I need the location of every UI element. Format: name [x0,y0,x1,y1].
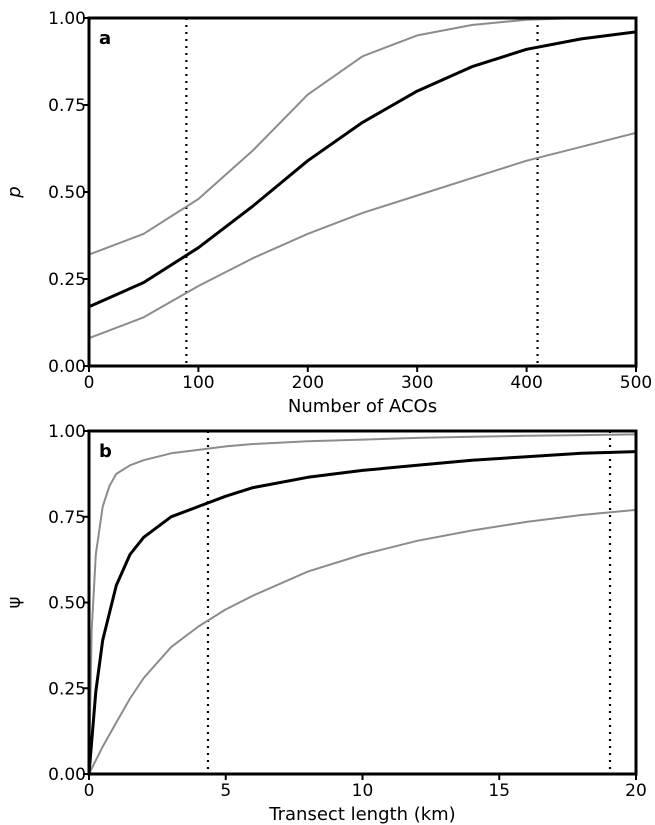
panel-a-series-upper [88,17,636,256]
panel-b-series-estimate [87,450,637,775]
panel-b-frame [87,429,638,776]
panel-a-x-tick-label: 300 [401,373,433,393]
panel-a-x-tick-label: 400 [510,373,542,393]
panel-b: b 0 5 10 15 20 0.00 0.25 0.50 0.75 1.00 Transect … [4,422,647,825]
panel-a-y-tick-label: 0.50 [48,183,86,203]
panel-a-frame [87,16,638,368]
panel-a-y-tick-label: 0.00 [48,357,86,377]
panel-a-ticks: 0 100 200 300 400 500 0.00 0.25 0.50 0.75 1.00 [48,9,652,393]
panel-b-y-tick-label: 0.25 [48,679,86,699]
panel-a-x-tick-label: 0 [84,373,95,393]
panel-a-y-axis-label: p [4,186,25,198]
panel-a-x-tick-label: 100 [182,373,214,393]
panel-b-ticks: 0 5 10 15 20 0.00 0.25 0.50 0.75 1.00 [48,422,647,801]
panel-b-x-axis-label: Transect length (km) [268,804,455,825]
panel-b-x-tick-label: 5 [220,781,231,801]
panel-b-marks [87,431,637,775]
panel-a: a 0 100 200 300 400 500 0.00 0.25 0.50 0.75 1.00 N… [4,9,652,417]
panel-a-series-estimate [88,30,637,309]
panel-a-x-tick-label: 200 [292,373,324,393]
panel-b-series-lower [88,508,637,775]
panel-b-y-tick-label: 0.00 [48,765,86,785]
panel-b-y-tick-label: 1.00 [48,422,86,442]
panel-a-y-tick-label: 0.25 [48,270,86,290]
panel-b-x-tick-label: 0 [84,781,95,801]
panel-b-y-axis-label: ψ [4,597,25,609]
panel-b-series-upper [88,433,637,775]
panel-a-x-axis-label: Number of ACOs [288,396,437,417]
panel-b-x-tick-label: 20 [625,781,647,801]
panel-a-series-lower [88,131,637,340]
panel-a-marks [88,17,637,366]
panel-a-y-tick-label: 0.75 [48,96,86,116]
panel-b-y-tick-label: 0.75 [48,508,86,528]
panel-a-y-tick-label: 1.00 [48,9,86,29]
panel-b-x-tick-label: 10 [352,781,374,801]
panel-a-label: a [99,28,111,49]
panel-a-x-tick-label: 500 [620,373,652,393]
panel-b-label: b [99,441,112,462]
panel-b-y-tick-label: 0.50 [48,594,86,614]
panel-b-x-tick-label: 15 [488,781,510,801]
